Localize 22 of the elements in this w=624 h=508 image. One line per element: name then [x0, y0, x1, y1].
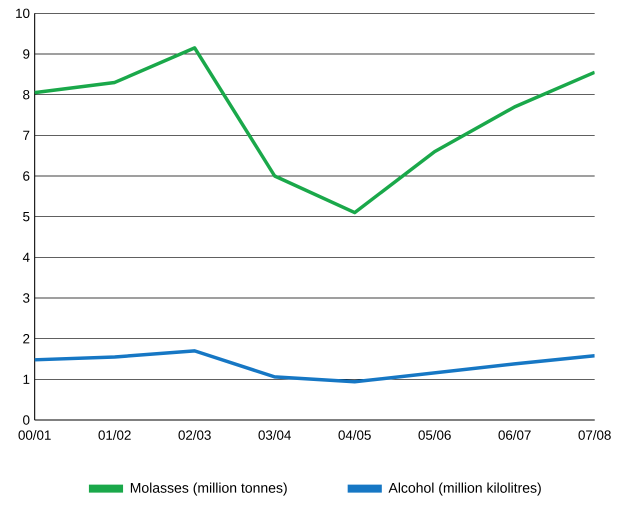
x-tick-label: 00/01	[18, 430, 51, 440]
y-tick-label: 8	[23, 90, 30, 100]
line-series	[34, 46, 595, 214]
y-tick-label: 7	[23, 130, 30, 140]
x-tick-label: 05/06	[418, 430, 451, 440]
x-tick-label: 01/02	[98, 430, 131, 440]
y-tick-label: 6	[23, 171, 30, 181]
x-tick-label: 06/07	[498, 430, 531, 440]
x-tick-label: 02/03	[178, 430, 211, 440]
legend-label: Molasses (million tonnes)	[130, 482, 287, 496]
x-tick-label: 03/04	[258, 430, 291, 440]
y-tick-label: 1	[24, 374, 30, 384]
y-tick-label: 2	[23, 334, 30, 344]
y-tick-label: 3	[23, 293, 30, 303]
y-tick-label: 0	[23, 415, 30, 425]
x-tick-label: 07/08	[578, 430, 611, 440]
y-tick-label: 9	[23, 49, 30, 59]
legend-label: Alcohol (million kilolitres)	[388, 482, 541, 496]
y-tick-label: 10	[16, 8, 30, 18]
y-tick-label: 5	[23, 212, 30, 222]
y-tick-label: 4	[22, 252, 30, 262]
x-tick-label: 04/05	[338, 430, 371, 440]
